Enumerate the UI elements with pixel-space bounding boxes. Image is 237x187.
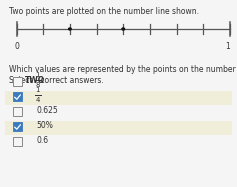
Text: Two points are plotted on the number line shown.: Two points are plotted on the number lin… bbox=[9, 7, 200, 16]
Text: 1: 1 bbox=[225, 42, 230, 51]
Bar bbox=[5, 91, 232, 105]
Text: 0: 0 bbox=[14, 42, 19, 51]
FancyBboxPatch shape bbox=[13, 107, 22, 116]
Text: 50%: 50% bbox=[37, 121, 54, 130]
FancyBboxPatch shape bbox=[13, 77, 22, 86]
Text: 8: 8 bbox=[36, 82, 40, 88]
Text: 1: 1 bbox=[36, 87, 40, 93]
Text: correct answers.: correct answers. bbox=[38, 76, 104, 85]
FancyBboxPatch shape bbox=[13, 122, 22, 131]
Text: Select: Select bbox=[9, 76, 35, 85]
Text: 4: 4 bbox=[36, 97, 40, 103]
Circle shape bbox=[122, 28, 125, 30]
Bar bbox=[5, 121, 232, 135]
FancyBboxPatch shape bbox=[13, 137, 22, 146]
Text: 0.625: 0.625 bbox=[37, 106, 59, 115]
Text: 1: 1 bbox=[36, 72, 40, 78]
Text: TWO: TWO bbox=[25, 76, 45, 85]
Text: Which values are represented by the points on the number line?: Which values are represented by the poin… bbox=[9, 65, 237, 73]
Circle shape bbox=[68, 28, 71, 30]
FancyBboxPatch shape bbox=[13, 92, 22, 101]
Text: 0.6: 0.6 bbox=[37, 136, 49, 145]
